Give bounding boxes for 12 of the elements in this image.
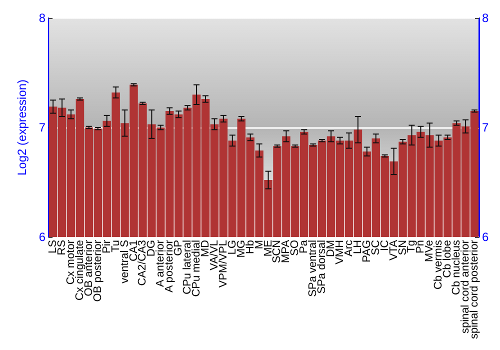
y-tick-label: 6: [38, 230, 46, 244]
y-tick-label: 8: [38, 11, 46, 25]
x-tick-label: Tg: [406, 240, 418, 253]
y2-tick-label: 7: [482, 120, 489, 134]
x-tick-label: spinal cord posterior: [468, 240, 481, 340]
y2-tick-label: 8: [482, 11, 489, 25]
x-tick-label: IC: [378, 240, 391, 251]
x-tick-label: Arc: [342, 239, 355, 256]
x-tick-label: A posterior: [164, 240, 176, 293]
y-axis-title: Log2 (expression): [15, 79, 29, 176]
y-tick-label: 7: [38, 120, 46, 134]
y2-tick-label: 6: [482, 230, 489, 244]
